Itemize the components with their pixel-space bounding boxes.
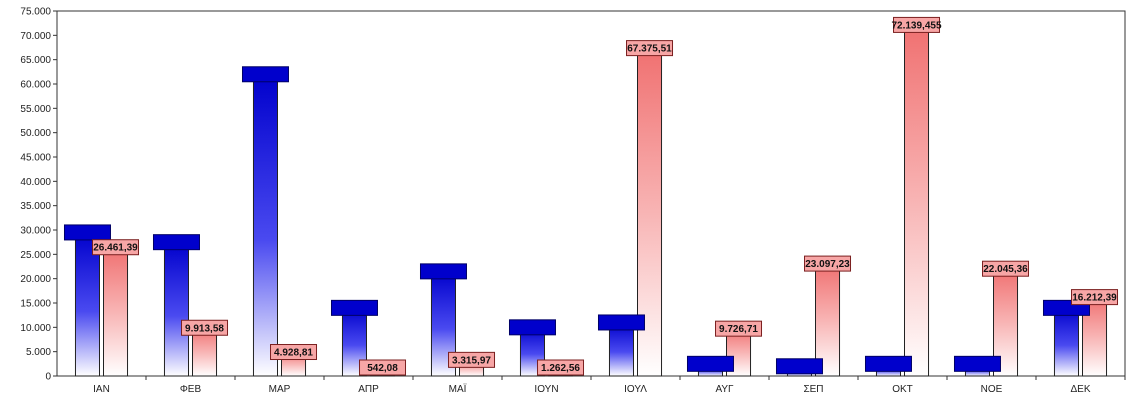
y-tick-label: 10.000	[20, 323, 51, 334]
bar-series-1	[608, 321, 634, 377]
x-tick-label: ΙΟΥΛ	[624, 384, 647, 395]
y-tick-label: 30.000	[20, 226, 51, 237]
bar-series-1	[74, 231, 101, 377]
data-label-box	[419, 263, 467, 280]
x-tick-label: ΙΑΝ	[93, 384, 110, 395]
bars	[74, 24, 1108, 377]
y-tick-label: 20.000	[20, 274, 51, 285]
bar-series-2	[904, 24, 930, 377]
x-tick-label: ΙΟΥΝ	[534, 384, 558, 395]
data-label: 542,08	[367, 363, 398, 374]
data-label: 67.375,51	[627, 44, 672, 55]
y-tick-label: 60.000	[20, 80, 51, 91]
y-tick-label: 75.000	[20, 7, 51, 18]
x-tick-label: ΔΕΚ	[1070, 384, 1090, 395]
data-label-box	[1071, 289, 1119, 306]
x-tick-label: ΜΑΪ	[449, 383, 467, 395]
data-label-box	[181, 319, 229, 336]
y-tick-label: 35.000	[20, 201, 51, 212]
x-tick-label: ΝΟΕ	[981, 384, 1003, 395]
data-label-box	[597, 314, 645, 331]
data-label-box	[775, 358, 823, 375]
x-tick-label: ΑΥΓ	[715, 384, 734, 395]
data-label-box	[241, 66, 289, 83]
data-label-box	[953, 355, 1001, 372]
y-axis: 0 5.000 10.000 15.000 20.000 25.000 30.000 35.0…	[20, 7, 57, 383]
y-tick-label: 65.000	[20, 55, 51, 66]
data-label-box	[537, 359, 585, 376]
data-label-box	[92, 239, 140, 256]
data-label-box	[508, 319, 556, 336]
data-label: 16.212,39	[1072, 293, 1117, 304]
x-tick-label: ΣΕΠ	[803, 384, 823, 395]
y-tick-label: 55.000	[20, 104, 51, 115]
data-label-box	[63, 224, 111, 241]
data-label-box	[982, 260, 1030, 277]
x-axis: ΙΑΝ ΦΕΒ ΜΑΡ ΑΠΡ ΜΑΪ ΙΟΥΝ ΙΟΥΛ ΑΥΓ ΣΕΠ ΟΚΤ ΝΟΕ ΔΕΚ	[93, 376, 1126, 395]
x-tick-label: ΦΕΒ	[180, 384, 202, 395]
data-label: 22.045,36	[983, 264, 1028, 275]
data-label-box	[715, 320, 763, 337]
y-tick-label: 70.000	[20, 31, 51, 42]
data-label: 1.262,56	[541, 363, 580, 374]
data-label: 9.913,58	[185, 323, 224, 334]
y-tick-label: 50.000	[20, 128, 51, 139]
data-label-box	[626, 40, 674, 57]
data-label-box	[330, 299, 378, 316]
y-tick-label: 25.000	[20, 250, 51, 261]
data-label-box	[152, 234, 200, 251]
data-label-box	[270, 344, 318, 361]
bar-series-1	[163, 241, 190, 377]
data-label: 23.097,23	[805, 259, 850, 270]
y-tick-label: 5.000	[26, 347, 51, 358]
bar-series-2	[103, 246, 129, 377]
data-label: 4.928,81	[274, 348, 313, 359]
x-tick-label: ΑΠΡ	[358, 384, 379, 395]
data-label: 3.315,97	[452, 355, 491, 366]
bar-series-2	[815, 263, 841, 377]
data-label: 9.726,71	[719, 324, 758, 335]
data-labels: 26.461,39 9.913,58 4.928,81 542,08 3.315,97 1…	[63, 16, 1119, 376]
data-label-box	[893, 16, 941, 33]
bar-series-2	[192, 327, 218, 377]
data-label: 72.139,455	[891, 20, 941, 31]
x-tick-label: ΟΚΤ	[892, 384, 913, 395]
data-label-box	[864, 355, 912, 372]
data-label-box	[359, 359, 407, 376]
bar-series-1	[1053, 307, 1079, 377]
data-label-box	[686, 355, 734, 372]
y-tick-label: 45.000	[20, 153, 51, 164]
x-tick-label: ΜΑΡ	[269, 384, 291, 395]
bar-series-2	[1082, 296, 1108, 377]
data-label-box	[448, 351, 496, 368]
data-label: 26.461,39	[93, 243, 138, 254]
data-label-box	[804, 255, 852, 272]
bar-series-1	[252, 73, 279, 377]
plot-area	[56, 10, 1126, 377]
y-tick-label: 40.000	[20, 177, 51, 188]
y-tick-label: 15.000	[20, 299, 51, 310]
y-tick-label: 0	[45, 372, 51, 383]
